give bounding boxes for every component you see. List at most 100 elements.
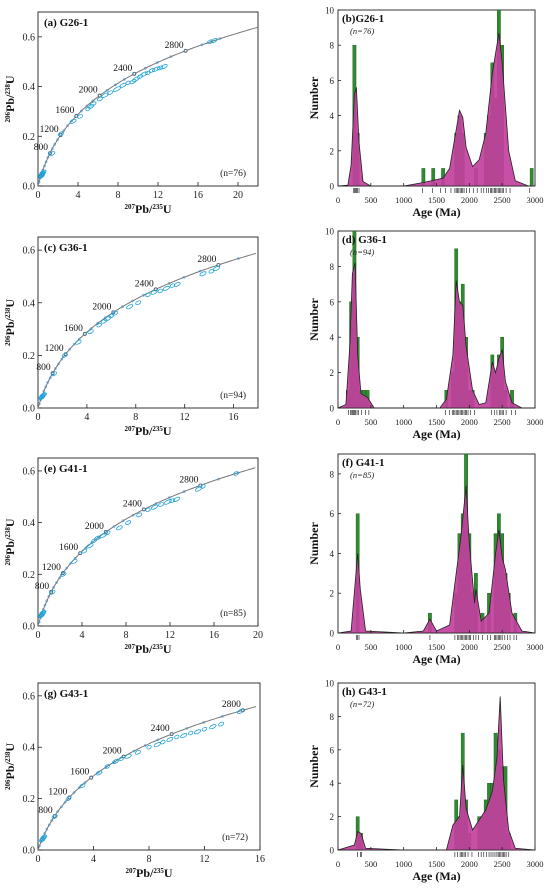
y-tick-label: 4: [330, 111, 335, 121]
curve-tick-marker: [143, 744, 147, 747]
y-tick-label: 8: [330, 469, 335, 479]
y-tick-label: 0.6: [23, 691, 36, 702]
curve-tick-marker: [131, 513, 135, 517]
concordia-panel-a: 0 4 8 12 16 20 0.0 0.2 0.4 0.6 800 1200 1600 2000 2400…: [3, 11, 259, 216]
y-tick-label: 0.2: [23, 351, 36, 362]
curve-tick-marker: [89, 776, 93, 779]
data-ellipse: [96, 322, 102, 328]
x-axis-label: Age (Ma): [412, 652, 460, 666]
data-ellipse: [208, 268, 215, 274]
age-label: 1200: [40, 125, 59, 135]
x-tick-label: 20: [253, 630, 263, 641]
data-ellipse: [212, 265, 221, 272]
data-ellipse: [218, 721, 225, 727]
data-ellipse: [126, 304, 134, 310]
age-label: 800: [38, 806, 53, 816]
age-label: 1200: [48, 787, 67, 797]
data-ellipse: [38, 394, 46, 400]
curve-tick-marker: [44, 385, 48, 389]
y-tick-label: 4: [330, 549, 335, 559]
x-tick-label: 3000: [527, 417, 544, 427]
age-label: 2800: [165, 41, 184, 51]
age-label: 2800: [222, 700, 241, 710]
x-tick-label: 500: [364, 642, 377, 652]
curve-tick-marker: [37, 620, 41, 624]
x-tick-label: 2500: [494, 195, 511, 205]
age-label: 2000: [92, 302, 111, 312]
data-ellipse: [187, 730, 194, 736]
y-axis-label: 206Pb/238U: [3, 743, 17, 790]
x-tick-label: 2000: [461, 195, 478, 205]
age-label: 800: [36, 363, 51, 373]
y-tick-label: 0.2: [23, 132, 36, 143]
data-ellipse: [71, 558, 78, 564]
y-tick-label: 6: [330, 297, 335, 307]
y-tick-label: 10: [325, 227, 335, 237]
x-tick-label: 12: [180, 412, 190, 423]
y-tick-label: 2: [330, 812, 335, 822]
y-tick-label: 6: [330, 76, 335, 86]
plot-frame: [37, 236, 259, 409]
data-ellipse: [162, 285, 170, 291]
sample-count-label: (n=85): [220, 608, 246, 619]
curve-tick-marker: [154, 287, 158, 291]
kde-area: [337, 32, 535, 187]
x-tick-label: 16: [255, 854, 265, 865]
age-label: 2400: [151, 724, 170, 734]
age-label: 1600: [55, 106, 74, 116]
curve-tick-marker: [56, 810, 60, 813]
curve-tick-marker: [85, 104, 89, 108]
data-ellipse: [146, 745, 152, 750]
y-tick-label: 0.4: [23, 298, 36, 309]
age-label: 1600: [64, 324, 83, 334]
curve-tick-marker: [169, 55, 173, 59]
data-ellipse: [118, 756, 124, 761]
concordia-curve: [37, 252, 256, 409]
y-tick-label: 2: [330, 589, 335, 599]
data-ellipse: [50, 371, 58, 377]
curve-tick-marker: [121, 305, 124, 309]
y-axis-label: Number: [307, 298, 321, 341]
x-tick-label: 1000: [395, 195, 412, 205]
curve-tick-marker: [220, 715, 224, 718]
curve-tick-marker: [43, 832, 47, 835]
x-tick-label: 3000: [527, 859, 544, 869]
curve-tick-marker: [79, 109, 83, 113]
curve-tick-marker: [72, 791, 76, 794]
curve-tick-marker: [65, 566, 68, 570]
y-tick-label: 0: [330, 404, 335, 414]
x-tick-label: 2500: [494, 417, 511, 427]
data-ellipse: [150, 289, 158, 295]
curve-tick-marker: [156, 61, 159, 64]
data-ellipse: [107, 90, 113, 96]
data-ellipse: [200, 484, 206, 489]
data-ellipse: [236, 708, 245, 714]
age-label: 2800: [179, 475, 198, 485]
kde-area: [337, 485, 536, 634]
data-ellipse: [40, 834, 48, 840]
curve-tick-marker: [48, 151, 52, 155]
data-ellipse: [104, 764, 111, 769]
curve-tick-marker: [112, 760, 116, 764]
x-tick-label: 12: [153, 190, 163, 201]
data-ellipse: [39, 169, 47, 175]
x-tick-label: 4: [91, 854, 96, 865]
y-tick-label: 0: [330, 846, 335, 856]
curve-tick-marker: [83, 332, 87, 336]
x-tick-label: 3000: [527, 642, 544, 652]
x-tick-label: 500: [364, 417, 377, 427]
data-ellipse: [85, 106, 91, 112]
curve-tick-marker: [52, 585, 56, 589]
sample-count-label: (n=72): [222, 832, 248, 843]
sample-count-label: (n=72): [350, 699, 374, 709]
age-label: 2400: [135, 279, 154, 289]
curve-tick-marker: [56, 138, 59, 142]
curve-tick-marker: [156, 738, 160, 742]
y-tick-label: 4: [330, 333, 335, 343]
age-label: 2400: [113, 64, 132, 74]
age-label: 2800: [197, 255, 216, 265]
data-ellipse: [40, 392, 47, 398]
curve-tick-marker: [112, 525, 116, 528]
x-tick-label: 1000: [395, 642, 412, 652]
curve-tick-marker: [50, 147, 54, 151]
